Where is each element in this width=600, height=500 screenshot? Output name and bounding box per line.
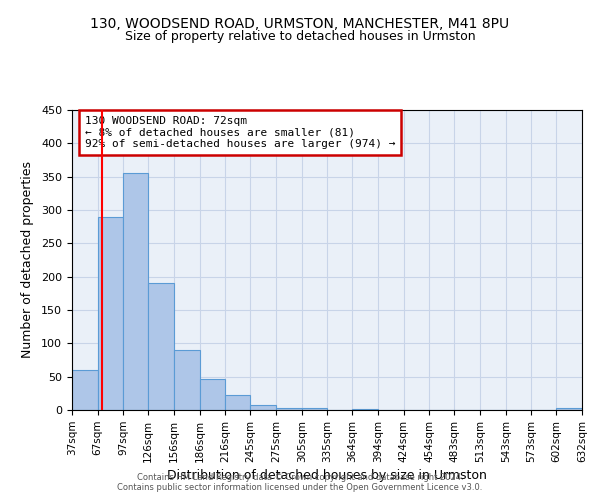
Text: 130, WOODSEND ROAD, URMSTON, MANCHESTER, M41 8PU: 130, WOODSEND ROAD, URMSTON, MANCHESTER,… bbox=[91, 18, 509, 32]
Text: Size of property relative to detached houses in Urmston: Size of property relative to detached ho… bbox=[125, 30, 475, 43]
Text: Contains public sector information licensed under the Open Government Licence v3: Contains public sector information licen… bbox=[118, 484, 482, 492]
Bar bbox=[148, 284, 174, 410]
Text: Contains HM Land Registry data © Crown copyright and database right 2024.: Contains HM Land Registry data © Crown c… bbox=[137, 474, 463, 482]
Bar bbox=[174, 350, 200, 410]
Bar bbox=[250, 404, 276, 410]
Bar bbox=[124, 174, 148, 410]
Bar bbox=[352, 408, 378, 410]
Bar bbox=[98, 216, 124, 410]
Y-axis label: Number of detached properties: Number of detached properties bbox=[21, 162, 34, 358]
Bar bbox=[200, 378, 226, 410]
Bar bbox=[72, 370, 98, 410]
X-axis label: Distribution of detached houses by size in Urmston: Distribution of detached houses by size … bbox=[167, 469, 487, 482]
Bar bbox=[276, 408, 302, 410]
Bar bbox=[226, 396, 250, 410]
Text: 130 WOODSEND ROAD: 72sqm
← 8% of detached houses are smaller (81)
92% of semi-de: 130 WOODSEND ROAD: 72sqm ← 8% of detache… bbox=[85, 116, 395, 149]
Bar bbox=[302, 408, 328, 410]
Bar bbox=[556, 408, 582, 410]
